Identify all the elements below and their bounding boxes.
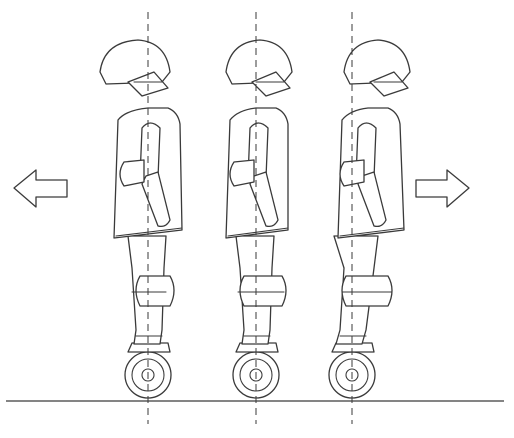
rider-legs [235, 235, 287, 345]
rider-head [225, 39, 293, 97]
rider-legs [333, 235, 393, 345]
rider-arm [229, 122, 279, 228]
rider-upright [225, 12, 293, 424]
rider-leaning-forward [328, 12, 411, 424]
rider-legs [127, 235, 175, 345]
rider-head [343, 39, 411, 97]
rider-leaning-back [99, 12, 183, 424]
arrow-right-icon [415, 169, 470, 208]
rider-arm [119, 122, 171, 228]
arrow-left-icon [13, 169, 68, 208]
rider-head [99, 39, 171, 97]
